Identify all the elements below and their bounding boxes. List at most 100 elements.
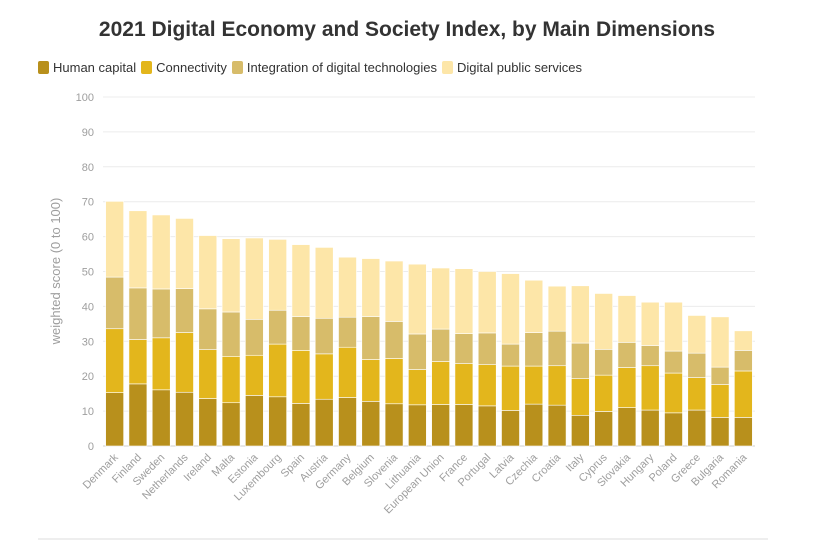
bar-segment-2[interactable] [408, 369, 427, 406]
bar-segment-4[interactable] [198, 235, 218, 310]
bar-stack-germany[interactable] [338, 256, 357, 447]
bar-stack-croatia[interactable] [547, 285, 567, 447]
bar-stack-slovakia[interactable] [617, 295, 637, 447]
bar-segment-4[interactable] [710, 316, 730, 368]
bar-segment-3[interactable] [524, 332, 544, 367]
bar-segment-4[interactable] [687, 315, 707, 354]
bar-segment-1[interactable] [221, 402, 241, 447]
bar-stack-sweden[interactable] [151, 214, 171, 447]
bar-segment-2[interactable] [594, 374, 613, 412]
bar-segment-2[interactable] [664, 372, 683, 414]
bar-segment-4[interactable] [268, 239, 287, 311]
bar-segment-1[interactable] [710, 417, 730, 447]
bar-stack-slovenia[interactable] [384, 260, 404, 447]
bar-segment-3[interactable] [431, 328, 450, 362]
bar-segment-4[interactable] [361, 258, 381, 317]
legend-item-integration[interactable]: Integration of digital technologies [231, 60, 437, 75]
bar-segment-2[interactable] [198, 349, 218, 399]
bar-stack-hungary[interactable] [640, 301, 660, 447]
bar-segment-2[interactable] [617, 367, 637, 408]
bar-segment-1[interactable] [477, 405, 497, 447]
legend-item-connectivity[interactable]: Connectivity [141, 60, 227, 75]
bar-segment-1[interactable] [314, 398, 334, 447]
bar-segment-1[interactable] [198, 398, 218, 447]
bar-segment-2[interactable] [477, 364, 497, 407]
bar-segment-3[interactable] [617, 342, 637, 368]
bar-segment-1[interactable] [338, 397, 357, 447]
bar-segment-3[interactable] [338, 316, 357, 348]
bar-stack-poland[interactable] [664, 301, 683, 447]
bar-stack-romania[interactable] [734, 330, 753, 447]
bar-segment-3[interactable] [221, 311, 241, 357]
bar-stack-france[interactable] [454, 268, 474, 447]
bar-stack-luxembourg[interactable] [268, 239, 287, 447]
bar-segment-3[interactable] [710, 366, 730, 385]
bar-segment-2[interactable] [384, 358, 404, 405]
bar-segment-2[interactable] [547, 365, 567, 406]
bar-segment-2[interactable] [338, 346, 357, 398]
bar-stack-italy[interactable] [571, 285, 590, 447]
bar-segment-2[interactable] [175, 332, 194, 393]
bar-segment-1[interactable] [734, 417, 753, 447]
bar-segment-2[interactable] [268, 343, 287, 398]
bar-segment-4[interactable] [128, 210, 148, 289]
bar-segment-3[interactable] [408, 333, 427, 370]
bar-segment-2[interactable] [524, 365, 544, 405]
bar-segment-1[interactable] [431, 404, 450, 447]
bar-segment-3[interactable] [151, 288, 171, 339]
legend-item-human-capital[interactable]: Human capital [38, 60, 136, 75]
bar-segment-3[interactable] [454, 333, 474, 364]
bar-stack-estonia[interactable] [245, 237, 264, 447]
bar-stack-austria[interactable] [314, 247, 334, 447]
bar-segment-2[interactable] [454, 363, 474, 405]
bar-segment-4[interactable] [175, 218, 194, 289]
bar-segment-1[interactable] [640, 409, 660, 447]
bar-segment-4[interactable] [314, 247, 334, 319]
bar-segment-4[interactable] [734, 330, 753, 351]
bar-segment-1[interactable] [268, 396, 287, 447]
bar-segment-4[interactable] [291, 244, 311, 317]
bar-segment-3[interactable] [128, 287, 148, 340]
bar-stack-ireland[interactable] [198, 235, 218, 447]
bar-stack-greece[interactable] [687, 315, 707, 447]
bar-segment-3[interactable] [547, 330, 567, 367]
bar-segment-4[interactable] [501, 273, 520, 345]
bar-segment-2[interactable] [710, 384, 730, 418]
bar-segment-1[interactable] [664, 412, 683, 447]
bar-segment-3[interactable] [361, 316, 381, 360]
bar-stack-lithuania[interactable] [408, 263, 427, 447]
bar-segment-3[interactable] [291, 316, 311, 351]
bar-segment-2[interactable] [221, 356, 241, 404]
bar-segment-1[interactable] [384, 403, 404, 447]
bar-segment-4[interactable] [640, 301, 660, 346]
bar-stack-czechia[interactable] [524, 279, 544, 447]
bar-segment-3[interactable] [384, 321, 404, 359]
bar-segment-4[interactable] [151, 214, 171, 290]
bar-segment-4[interactable] [245, 237, 264, 320]
bar-segment-3[interactable] [571, 342, 590, 379]
bar-segment-2[interactable] [151, 337, 171, 391]
bar-segment-3[interactable] [477, 332, 497, 365]
bar-segment-1[interactable] [361, 401, 381, 447]
bar-stack-denmark[interactable] [105, 201, 124, 447]
bar-segment-4[interactable] [384, 260, 404, 322]
bar-stack-cyprus[interactable] [594, 293, 613, 447]
bar-segment-2[interactable] [128, 339, 148, 385]
bar-segment-2[interactable] [640, 365, 660, 411]
bar-segment-2[interactable] [314, 353, 334, 400]
bar-segment-4[interactable] [477, 271, 497, 334]
bar-segment-3[interactable] [245, 319, 264, 356]
bar-segment-4[interactable] [617, 295, 637, 343]
bar-stack-belgium[interactable] [361, 258, 381, 447]
bar-segment-2[interactable] [734, 370, 753, 418]
bar-segment-2[interactable] [245, 354, 264, 396]
bar-segment-1[interactable] [408, 404, 427, 447]
bar-segment-1[interactable] [617, 407, 637, 447]
bar-segment-4[interactable] [338, 256, 357, 318]
bar-segment-3[interactable] [594, 349, 613, 376]
bar-segment-4[interactable] [664, 301, 683, 352]
bar-segment-1[interactable] [687, 409, 707, 447]
bar-segment-4[interactable] [105, 201, 124, 278]
bar-segment-1[interactable] [501, 410, 520, 447]
bar-segment-3[interactable] [268, 309, 287, 345]
